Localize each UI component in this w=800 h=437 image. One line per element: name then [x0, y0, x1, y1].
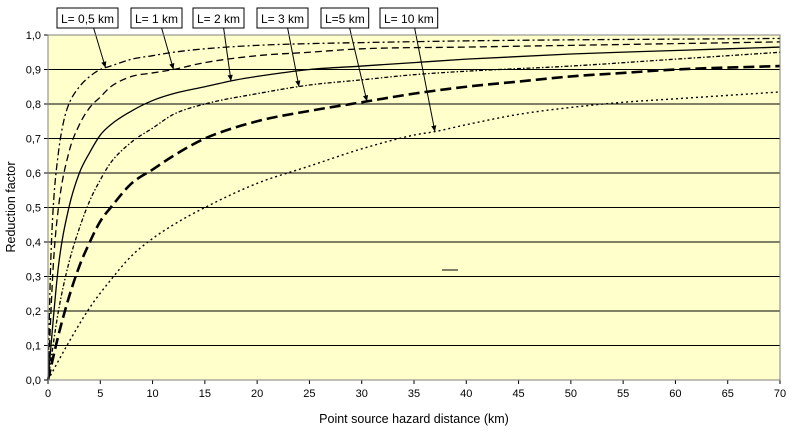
series-label-box: [320, 7, 370, 29]
x-tick-label: 35: [408, 388, 420, 400]
series-label: L= 1 km: [130, 7, 183, 70]
series-lines: [46, 37, 781, 381]
y-tick-label: 0,6: [26, 168, 41, 180]
series-label-arrowhead: [363, 94, 369, 102]
x-tick-label: 55: [617, 388, 629, 400]
series-label: L= 10 km: [379, 7, 439, 132]
x-tick-label: 65: [722, 388, 734, 400]
x-tick-label: 20: [251, 388, 263, 400]
y-tick-label: 0,3: [26, 272, 41, 284]
y-tick-label: 1,0: [26, 30, 41, 42]
series-label-arrowhead: [431, 125, 437, 132]
x-tick-label: 30: [356, 388, 368, 400]
x-tick-label: 0: [45, 388, 51, 400]
series-label-text: L= 3 km: [261, 12, 304, 26]
series-label-text: L=5 km: [325, 12, 365, 26]
series-label-pointer: [287, 27, 300, 87]
series-label: L=5 km: [320, 7, 370, 102]
tick-marks: [44, 34, 781, 384]
series-label: L= 2 km: [192, 7, 245, 82]
series-label-arrowhead: [169, 63, 175, 70]
series-label-box: [256, 7, 309, 29]
y-tick-label: 0,2: [26, 306, 41, 318]
series-label: L= 3 km: [256, 7, 309, 87]
x-tick-label: 60: [669, 388, 681, 400]
series-label-text: L= 2 km: [197, 12, 240, 26]
series-label-box: [56, 7, 119, 29]
series-line: [47, 91, 781, 381]
y-tick-label: 0,5: [26, 203, 41, 215]
series-line: [47, 41, 781, 381]
series-label-arrowhead: [295, 80, 301, 87]
series-label-text: L= 10 km: [384, 12, 434, 26]
y-tick-label: 0,8: [26, 99, 41, 111]
series-label-pointer: [223, 27, 232, 82]
y-axis-title: Reduction factor: [4, 161, 18, 252]
series-label-pointer: [414, 27, 436, 132]
y-tick-label: 0,4: [26, 237, 41, 249]
x-tick-label: 70: [774, 388, 786, 400]
series-labels: L= 0,5 km L= 1 km L= 2 km L= 3 km L=5 km L= 1…: [56, 7, 439, 132]
series-label-arrowhead: [227, 74, 233, 81]
x-axis-title: Point source hazard distance (km): [319, 412, 509, 426]
series-label-box: [192, 7, 245, 29]
x-tick-label: 40: [460, 388, 472, 400]
series-label-box: [379, 7, 439, 29]
x-tick-label: 50: [565, 388, 577, 400]
series-label-pointer: [349, 27, 368, 102]
y-tick-label: 0,0: [26, 375, 41, 387]
series-line: [47, 51, 781, 381]
y-tick-label: 0,9: [26, 65, 41, 77]
series-label-text: L= 1 km: [135, 12, 178, 26]
y-tick-label: 0,7: [26, 134, 41, 146]
series-label-text: L= 0,5 km: [61, 12, 114, 26]
x-tick-label: 5: [97, 388, 103, 400]
series-line: [47, 46, 781, 381]
y-tick-label: 0,1: [26, 341, 41, 353]
x-tick-label: 10: [146, 388, 158, 400]
x-tick-label: 45: [512, 388, 524, 400]
y-tick-labels: 0,0 0,1 0,2 0,3 0,4 0,5 0,6 0,7 0,8 0,9 1,0: [26, 30, 41, 387]
plot-border: [47, 34, 781, 381]
x-tick-label: 15: [199, 388, 211, 400]
series-label-box: [130, 7, 183, 29]
series-line: [46, 64, 781, 381]
x-tick-labels: 0 5 10 15 20 25 30 35 40 45 50 55 60 65 70: [45, 388, 786, 400]
series-label-arrowhead: [101, 61, 107, 68]
x-tick-label: 25: [303, 388, 315, 400]
